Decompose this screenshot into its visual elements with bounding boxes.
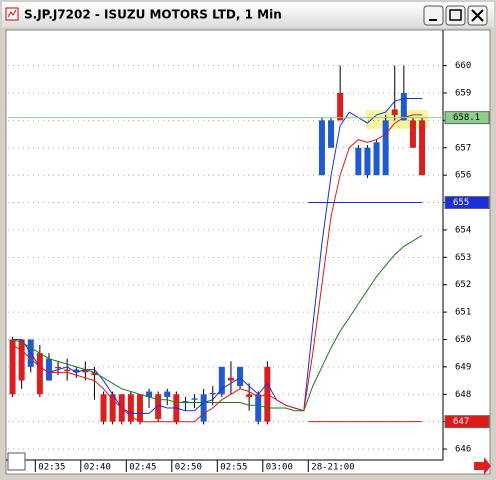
candle-body [209,392,216,395]
scroll-arrow[interactable] [474,457,491,475]
title-bar [2,2,494,28]
candle-body [136,394,143,422]
candle-body [409,120,416,148]
app-icon-glyph [7,9,17,18]
candle-body [182,401,189,403]
y-tick-label: 657 [455,143,471,153]
y-tick-label: 660 [455,61,471,71]
indicator-line [12,114,423,423]
candle-body [82,369,89,373]
candle-body [373,142,380,176]
y-tick-label: 659 [455,88,471,98]
x-tick-label: 02:55 [220,463,247,473]
maximize-button[interactable] [445,5,466,26]
x-tick-label: 28-21:00 [311,463,354,473]
candle-body [100,394,107,422]
candle-body [18,339,25,381]
candle-body [328,120,335,148]
minimize-button[interactable] [423,5,444,26]
candle-body [164,391,171,398]
window-title: S.JP.J7202 - ISUZU MOTORS LTD, 1 Min [24,8,282,22]
y-tick-label: 656 [455,171,471,181]
x-tick-label: 02:40 [84,463,111,473]
candle-body [109,394,116,422]
candle-body [155,394,162,419]
candle-body [419,120,426,176]
y-tick-label: 652 [455,280,471,290]
candle-body [91,372,98,376]
indicator-line [12,98,423,414]
candle-body [191,398,198,400]
candle-body [218,366,225,395]
candle-body [45,358,52,381]
y-tick-label: 651 [455,308,471,318]
candle-body [9,339,16,395]
candle-body [64,369,71,371]
candle-body [127,394,134,422]
price-tag [444,111,490,125]
x-tick-label: 02:35 [38,463,65,473]
candle-body [246,394,253,398]
indicator-line [12,234,423,412]
corner-box[interactable] [7,452,26,471]
x-tick-label: 02:50 [175,463,202,473]
candle-body [73,369,80,373]
price-tag-label: 647 [453,417,469,427]
candle-body [364,147,371,176]
y-tick-label: 646 [455,445,471,455]
candle-body [337,92,344,121]
close-button[interactable] [467,5,488,26]
candle-body [355,147,362,176]
y-tick-label: 654 [455,225,471,235]
candle-body [255,394,262,422]
candle-body [146,391,153,398]
price-tag [444,196,490,210]
y-tick-label: 650 [455,335,471,345]
candle-body [400,92,407,121]
candle-body [237,366,244,387]
price-tag-label: 655 [453,198,469,208]
y-tick-label: 653 [455,253,471,263]
candle-body [55,366,62,369]
candle-body [227,377,234,381]
candle-body [36,353,43,395]
x-tick-label: 02:45 [129,463,156,473]
candle-body [382,120,389,176]
candle-body [318,120,325,176]
y-tick-label: 649 [455,362,471,372]
x-tick-label: 03:00 [266,463,293,473]
chart-area [5,29,491,475]
price-tag-label: 658.1 [453,113,480,123]
candle-body [391,109,398,115]
candle-body [200,394,207,422]
price-tag [444,415,490,429]
y-tick-label: 648 [455,390,471,400]
